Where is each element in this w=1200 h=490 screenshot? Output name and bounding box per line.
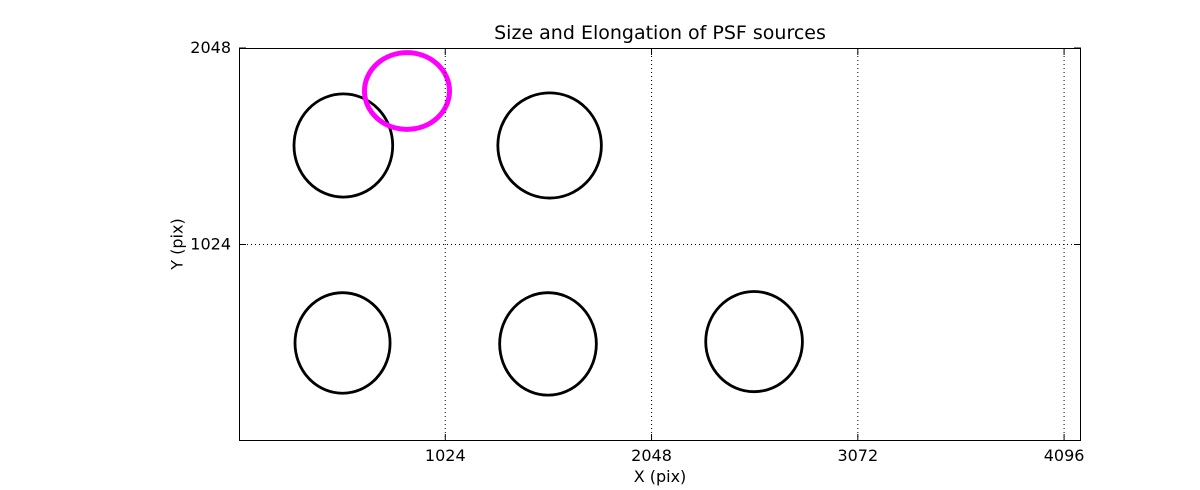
psf-ellipse [704, 290, 804, 394]
x-tick-label: 2048 [631, 446, 672, 465]
x-axis-label: X (pix) [633, 467, 687, 486]
psf-ellipse [496, 91, 603, 200]
chart-title: Size and Elongation of PSF sources [494, 22, 826, 44]
y-tick-label: 1024 [190, 235, 231, 254]
y-axis-label: Y (pix) [167, 218, 187, 270]
x-tick-label: 3072 [837, 446, 878, 465]
x-tick-label: 1024 [425, 446, 466, 465]
psf-ellipse [293, 291, 392, 395]
x-tick-label: 4096 [1044, 446, 1085, 465]
psf-ellipse [292, 92, 395, 199]
y-tick-label: 2048 [190, 38, 231, 57]
psf-ellipse [498, 291, 598, 397]
highlighted-psf-ellipse [361, 50, 453, 132]
